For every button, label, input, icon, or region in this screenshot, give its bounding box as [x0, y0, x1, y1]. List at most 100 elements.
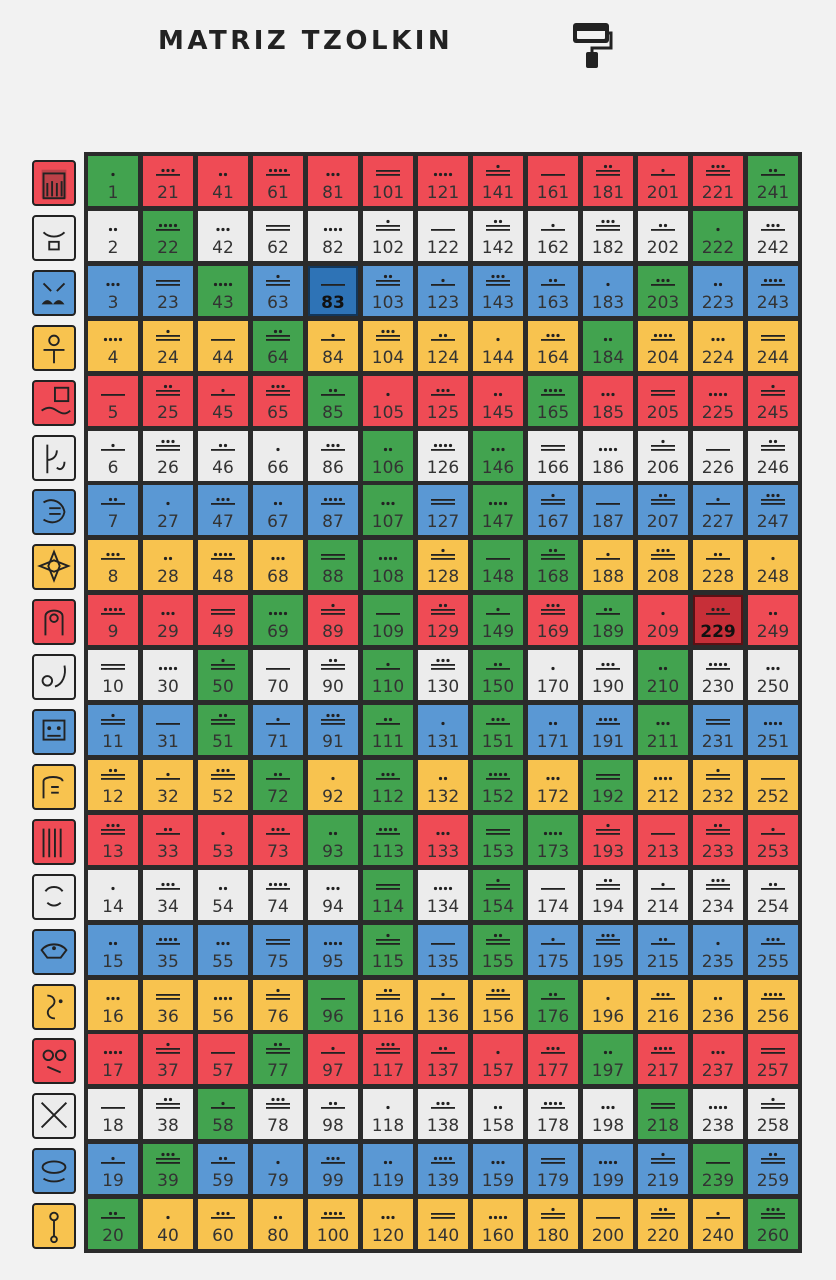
skywalker-glyph-icon[interactable] [32, 818, 76, 865]
paint-roller-icon[interactable] [570, 20, 614, 70]
kin-cell-68[interactable]: 68 [253, 540, 303, 591]
kin-cell-214[interactable]: 214 [638, 869, 688, 920]
kin-cell-203[interactable]: 203 [638, 265, 688, 316]
kin-cell-3[interactable]: 3 [88, 265, 138, 316]
kin-cell-209[interactable]: 209 [638, 595, 688, 646]
kin-cell-134[interactable]: 134 [418, 869, 468, 920]
kin-cell-166[interactable]: 166 [528, 430, 578, 481]
hand-glyph-icon[interactable] [32, 489, 76, 536]
kin-cell-90[interactable]: 90 [308, 650, 358, 701]
kin-cell-83[interactable]: 83 [308, 265, 358, 316]
kin-cell-57[interactable]: 57 [198, 1034, 248, 1085]
kin-cell-50[interactable]: 50 [198, 650, 248, 701]
kin-cell-98[interactable]: 98 [308, 1089, 358, 1140]
kin-cell-107[interactable]: 107 [363, 485, 413, 536]
kin-cell-87[interactable]: 87 [308, 485, 358, 536]
kin-cell-193[interactable]: 193 [583, 814, 633, 865]
kin-cell-102[interactable]: 102 [363, 210, 413, 261]
kin-cell-222[interactable]: 222 [693, 210, 743, 261]
kin-cell-154[interactable]: 154 [473, 869, 523, 920]
kin-cell-72[interactable]: 72 [253, 759, 303, 810]
kin-cell-179[interactable]: 179 [528, 1144, 578, 1195]
kin-cell-103[interactable]: 103 [363, 265, 413, 316]
kin-cell-246[interactable]: 246 [748, 430, 798, 481]
kin-cell-207[interactable]: 207 [638, 485, 688, 536]
kin-cell-9[interactable]: 9 [88, 595, 138, 646]
kin-cell-247[interactable]: 247 [748, 485, 798, 536]
kin-cell-8[interactable]: 8 [88, 540, 138, 591]
kin-cell-51[interactable]: 51 [198, 705, 248, 755]
kin-cell-13[interactable]: 13 [88, 814, 138, 865]
kin-cell-25[interactable]: 25 [143, 375, 193, 426]
kin-cell-15[interactable]: 15 [88, 924, 138, 975]
kin-cell-249[interactable]: 249 [748, 595, 798, 646]
kin-cell-177[interactable]: 177 [528, 1034, 578, 1085]
kin-cell-124[interactable]: 124 [418, 320, 468, 371]
kin-cell-215[interactable]: 215 [638, 924, 688, 975]
kin-cell-36[interactable]: 36 [143, 979, 193, 1030]
kin-cell-26[interactable]: 26 [143, 430, 193, 481]
kin-cell-199[interactable]: 199 [583, 1144, 633, 1195]
kin-cell-188[interactable]: 188 [583, 540, 633, 591]
kin-cell-160[interactable]: 160 [473, 1199, 523, 1250]
kin-cell-120[interactable]: 120 [363, 1199, 413, 1250]
kin-cell-60[interactable]: 60 [198, 1199, 248, 1250]
kin-cell-43[interactable]: 43 [198, 265, 248, 316]
kin-cell-12[interactable]: 12 [88, 759, 138, 810]
kin-cell-149[interactable]: 149 [473, 595, 523, 646]
kin-cell-198[interactable]: 198 [583, 1089, 633, 1140]
kin-cell-230[interactable]: 230 [693, 650, 743, 701]
kin-cell-52[interactable]: 52 [198, 759, 248, 810]
kin-cell-186[interactable]: 186 [583, 430, 633, 481]
kin-cell-75[interactable]: 75 [253, 924, 303, 975]
star-glyph-icon[interactable] [32, 544, 76, 591]
kin-cell-45[interactable]: 45 [198, 375, 248, 426]
kin-cell-112[interactable]: 112 [363, 759, 413, 810]
kin-cell-11[interactable]: 11 [88, 705, 138, 755]
kin-cell-143[interactable]: 143 [473, 265, 523, 316]
wind-glyph-icon[interactable] [32, 214, 76, 261]
kin-cell-82[interactable]: 82 [308, 210, 358, 261]
kin-cell-108[interactable]: 108 [363, 540, 413, 591]
kin-cell-259[interactable]: 259 [748, 1144, 798, 1195]
kin-cell-127[interactable]: 127 [418, 485, 468, 536]
kin-cell-64[interactable]: 64 [253, 320, 303, 371]
kin-cell-243[interactable]: 243 [748, 265, 798, 316]
kin-cell-122[interactable]: 122 [418, 210, 468, 261]
storm-glyph-icon[interactable] [32, 1148, 76, 1195]
kin-cell-140[interactable]: 140 [418, 1199, 468, 1250]
kin-cell-162[interactable]: 162 [528, 210, 578, 261]
kin-cell-178[interactable]: 178 [528, 1089, 578, 1140]
kin-cell-61[interactable]: 61 [253, 156, 303, 206]
kin-cell-17[interactable]: 17 [88, 1034, 138, 1085]
kin-cell-151[interactable]: 151 [473, 705, 523, 755]
kin-cell-73[interactable]: 73 [253, 814, 303, 865]
kin-cell-91[interactable]: 91 [308, 705, 358, 755]
kin-cell-144[interactable]: 144 [473, 320, 523, 371]
kin-cell-1[interactable]: 1 [88, 156, 138, 206]
kin-cell-234[interactable]: 234 [693, 869, 743, 920]
kin-cell-7[interactable]: 7 [88, 485, 138, 536]
kin-cell-129[interactable]: 129 [418, 595, 468, 646]
kin-cell-251[interactable]: 251 [748, 705, 798, 755]
kin-cell-27[interactable]: 27 [143, 485, 193, 536]
kin-cell-260[interactable]: 260 [748, 1199, 798, 1250]
kin-cell-44[interactable]: 44 [198, 320, 248, 371]
kin-cell-53[interactable]: 53 [198, 814, 248, 865]
kin-cell-33[interactable]: 33 [143, 814, 193, 865]
kin-cell-169[interactable]: 169 [528, 595, 578, 646]
kin-cell-138[interactable]: 138 [418, 1089, 468, 1140]
kin-cell-86[interactable]: 86 [308, 430, 358, 481]
kin-cell-194[interactable]: 194 [583, 869, 633, 920]
kin-cell-146[interactable]: 146 [473, 430, 523, 481]
kin-cell-126[interactable]: 126 [418, 430, 468, 481]
kin-cell-42[interactable]: 42 [198, 210, 248, 261]
kin-cell-19[interactable]: 19 [88, 1144, 138, 1195]
kin-cell-137[interactable]: 137 [418, 1034, 468, 1085]
dragon-glyph-icon[interactable] [32, 160, 76, 206]
kin-cell-221[interactable]: 221 [693, 156, 743, 206]
kin-cell-21[interactable]: 21 [143, 156, 193, 206]
kin-cell-233[interactable]: 233 [693, 814, 743, 865]
kin-cell-41[interactable]: 41 [198, 156, 248, 206]
kin-cell-89[interactable]: 89 [308, 595, 358, 646]
